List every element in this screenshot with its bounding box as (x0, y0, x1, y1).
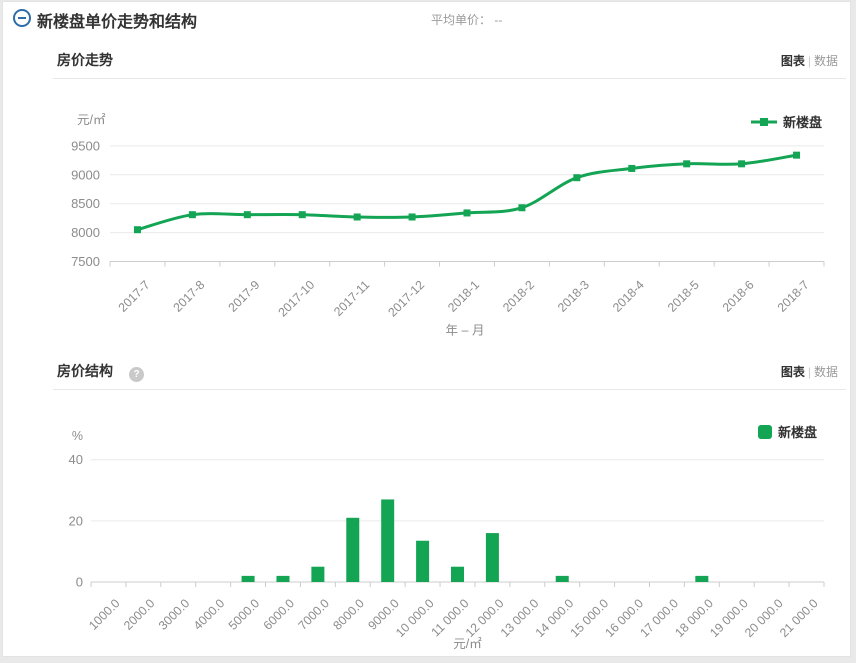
x-tick-label: 8000.0 (330, 596, 367, 633)
x-axis-title: 元/㎡ (453, 637, 482, 651)
trend-chart-view-link[interactable]: 图表 (780, 54, 805, 68)
data-point-marker[interactable] (518, 204, 526, 212)
x-tick-label: 4000.0 (191, 596, 228, 633)
y-tick-label: 8000 (71, 225, 100, 240)
x-tick-label: 2018-7 (775, 278, 812, 315)
bar[interactable] (416, 540, 430, 582)
data-point-marker[interactable] (683, 160, 691, 168)
x-tick-label: 2017-8 (171, 278, 208, 315)
y-tick-label: 40 (69, 452, 83, 467)
bar[interactable] (381, 499, 395, 582)
section-title-price-structure: 房价结构 (57, 363, 113, 379)
line-chart-canvas: 7500 8000 8500 9000 9500 元/㎡ 2017-7 2017-8 2017-… (71, 113, 825, 338)
data-point-marker[interactable] (793, 151, 801, 159)
average-price-value: -- (494, 13, 503, 27)
data-point-marker[interactable] (738, 160, 746, 168)
y-axis-unit-label: % (72, 429, 83, 443)
toggle-divider: | (807, 54, 811, 68)
x-tick-label: 2018-6 (720, 278, 757, 315)
trend-data-view-link[interactable]: 数据 (813, 54, 838, 68)
y-tick-label: 9000 (71, 167, 100, 182)
average-price-label: 平均单价： (431, 13, 492, 27)
data-point-marker[interactable] (188, 211, 196, 219)
help-question-icon[interactable]: ? (129, 367, 144, 382)
trend-series-line (136, 153, 798, 232)
bar-series-legend-icon (757, 424, 772, 439)
line-series-legend-icon (750, 117, 777, 126)
bar[interactable] (695, 575, 709, 582)
legend-new-property-bar[interactable]: 新楼盘 (757, 422, 817, 441)
page-title: 新楼盘单价走势和结构 (37, 14, 198, 31)
average-price-readout: 平均单价： -- (431, 11, 502, 28)
x-tick-label: 6000.0 (261, 596, 298, 633)
x-tick-label: 5000.0 (226, 596, 263, 633)
x-axis-title: 年 – 月 (446, 324, 485, 338)
y-tick-label: 9500 (71, 138, 100, 153)
bar[interactable] (346, 517, 360, 582)
x-tick-label: 2018-1 (445, 278, 482, 315)
section-head-price-structure: 房价结构 ? 图表 | 数据 (53, 354, 846, 390)
toggle-divider: | (807, 365, 811, 379)
data-point-marker[interactable] (628, 164, 636, 172)
x-tick-label: 2017-9 (225, 278, 262, 315)
x-tick-label: 2018-5 (665, 278, 702, 315)
bar-chart-canvas: 0 20 40% 1000.02000.03000.04000.05000.06000… (69, 429, 825, 651)
legend-label: 新楼盘 (777, 425, 817, 440)
x-tick-label: 3000.0 (156, 596, 193, 633)
x-tick-label: 2017-11 (331, 278, 372, 319)
data-point-marker[interactable] (463, 209, 471, 217)
data-point-marker[interactable] (573, 174, 581, 182)
data-point-marker[interactable] (243, 211, 251, 219)
structure-chart-view-link[interactable]: 图表 (780, 365, 805, 379)
x-tick-label: 2017-10 (276, 278, 318, 320)
bar[interactable] (555, 575, 569, 582)
data-point-marker[interactable] (408, 213, 416, 221)
x-tick-label: 1000.0 (86, 596, 123, 633)
x-tick-label: 21 000.0 (777, 596, 821, 640)
y-axis-unit-label: 元/㎡ (77, 113, 106, 127)
bar[interactable] (311, 566, 325, 582)
data-point-marker[interactable] (353, 213, 361, 221)
bar[interactable] (485, 533, 499, 582)
collapse-minus-icon[interactable] (12, 8, 32, 28)
bar[interactable] (276, 575, 290, 582)
panel-header: 新楼盘单价走势和结构 平均单价： -- (3, 2, 850, 36)
x-tick-label: 2017-12 (385, 278, 427, 320)
y-tick-label: 7500 (71, 254, 100, 269)
price-structure-bar-chart: 0 20 40% 1000.0 2000.0 3000.0 4000.0 5000.0 6000… (3, 402, 850, 656)
y-tick-label: 8500 (71, 196, 100, 211)
bar[interactable] (241, 575, 255, 582)
structure-data-view-link[interactable]: 数据 (813, 365, 838, 379)
bar[interactable] (451, 566, 464, 582)
price-trend-line-chart: 7500 8000 8500 9000 9500 元/㎡ 2017-7 2017-8 2017-… (3, 86, 850, 348)
data-point-marker[interactable] (298, 211, 306, 219)
x-tick-label: 7000.0 (295, 596, 332, 633)
legend-new-property-line[interactable]: 新楼盘 (750, 112, 822, 131)
view-toggle-trend: 图表 | 数据 (781, 52, 838, 69)
y-tick-label: 20 (69, 513, 83, 528)
x-tick-label: 2018-4 (610, 278, 647, 315)
x-tick-label: 2018-3 (555, 278, 592, 315)
y-tick-label: 0 (76, 575, 83, 590)
x-tick-label: 2000.0 (121, 596, 158, 633)
section-title-price-trend: 房价走势 (57, 52, 113, 68)
x-tick-label: 2018-2 (500, 278, 537, 315)
legend-label: 新楼盘 (782, 115, 822, 130)
view-toggle-structure: 图表 | 数据 (781, 363, 838, 380)
data-point-marker[interactable] (133, 226, 141, 234)
section-head-price-trend: 房价走势 图表 | 数据 (53, 43, 846, 79)
x-tick-label: 2017-7 (116, 278, 153, 315)
x-tick-label: 10 000.0 (393, 596, 437, 640)
